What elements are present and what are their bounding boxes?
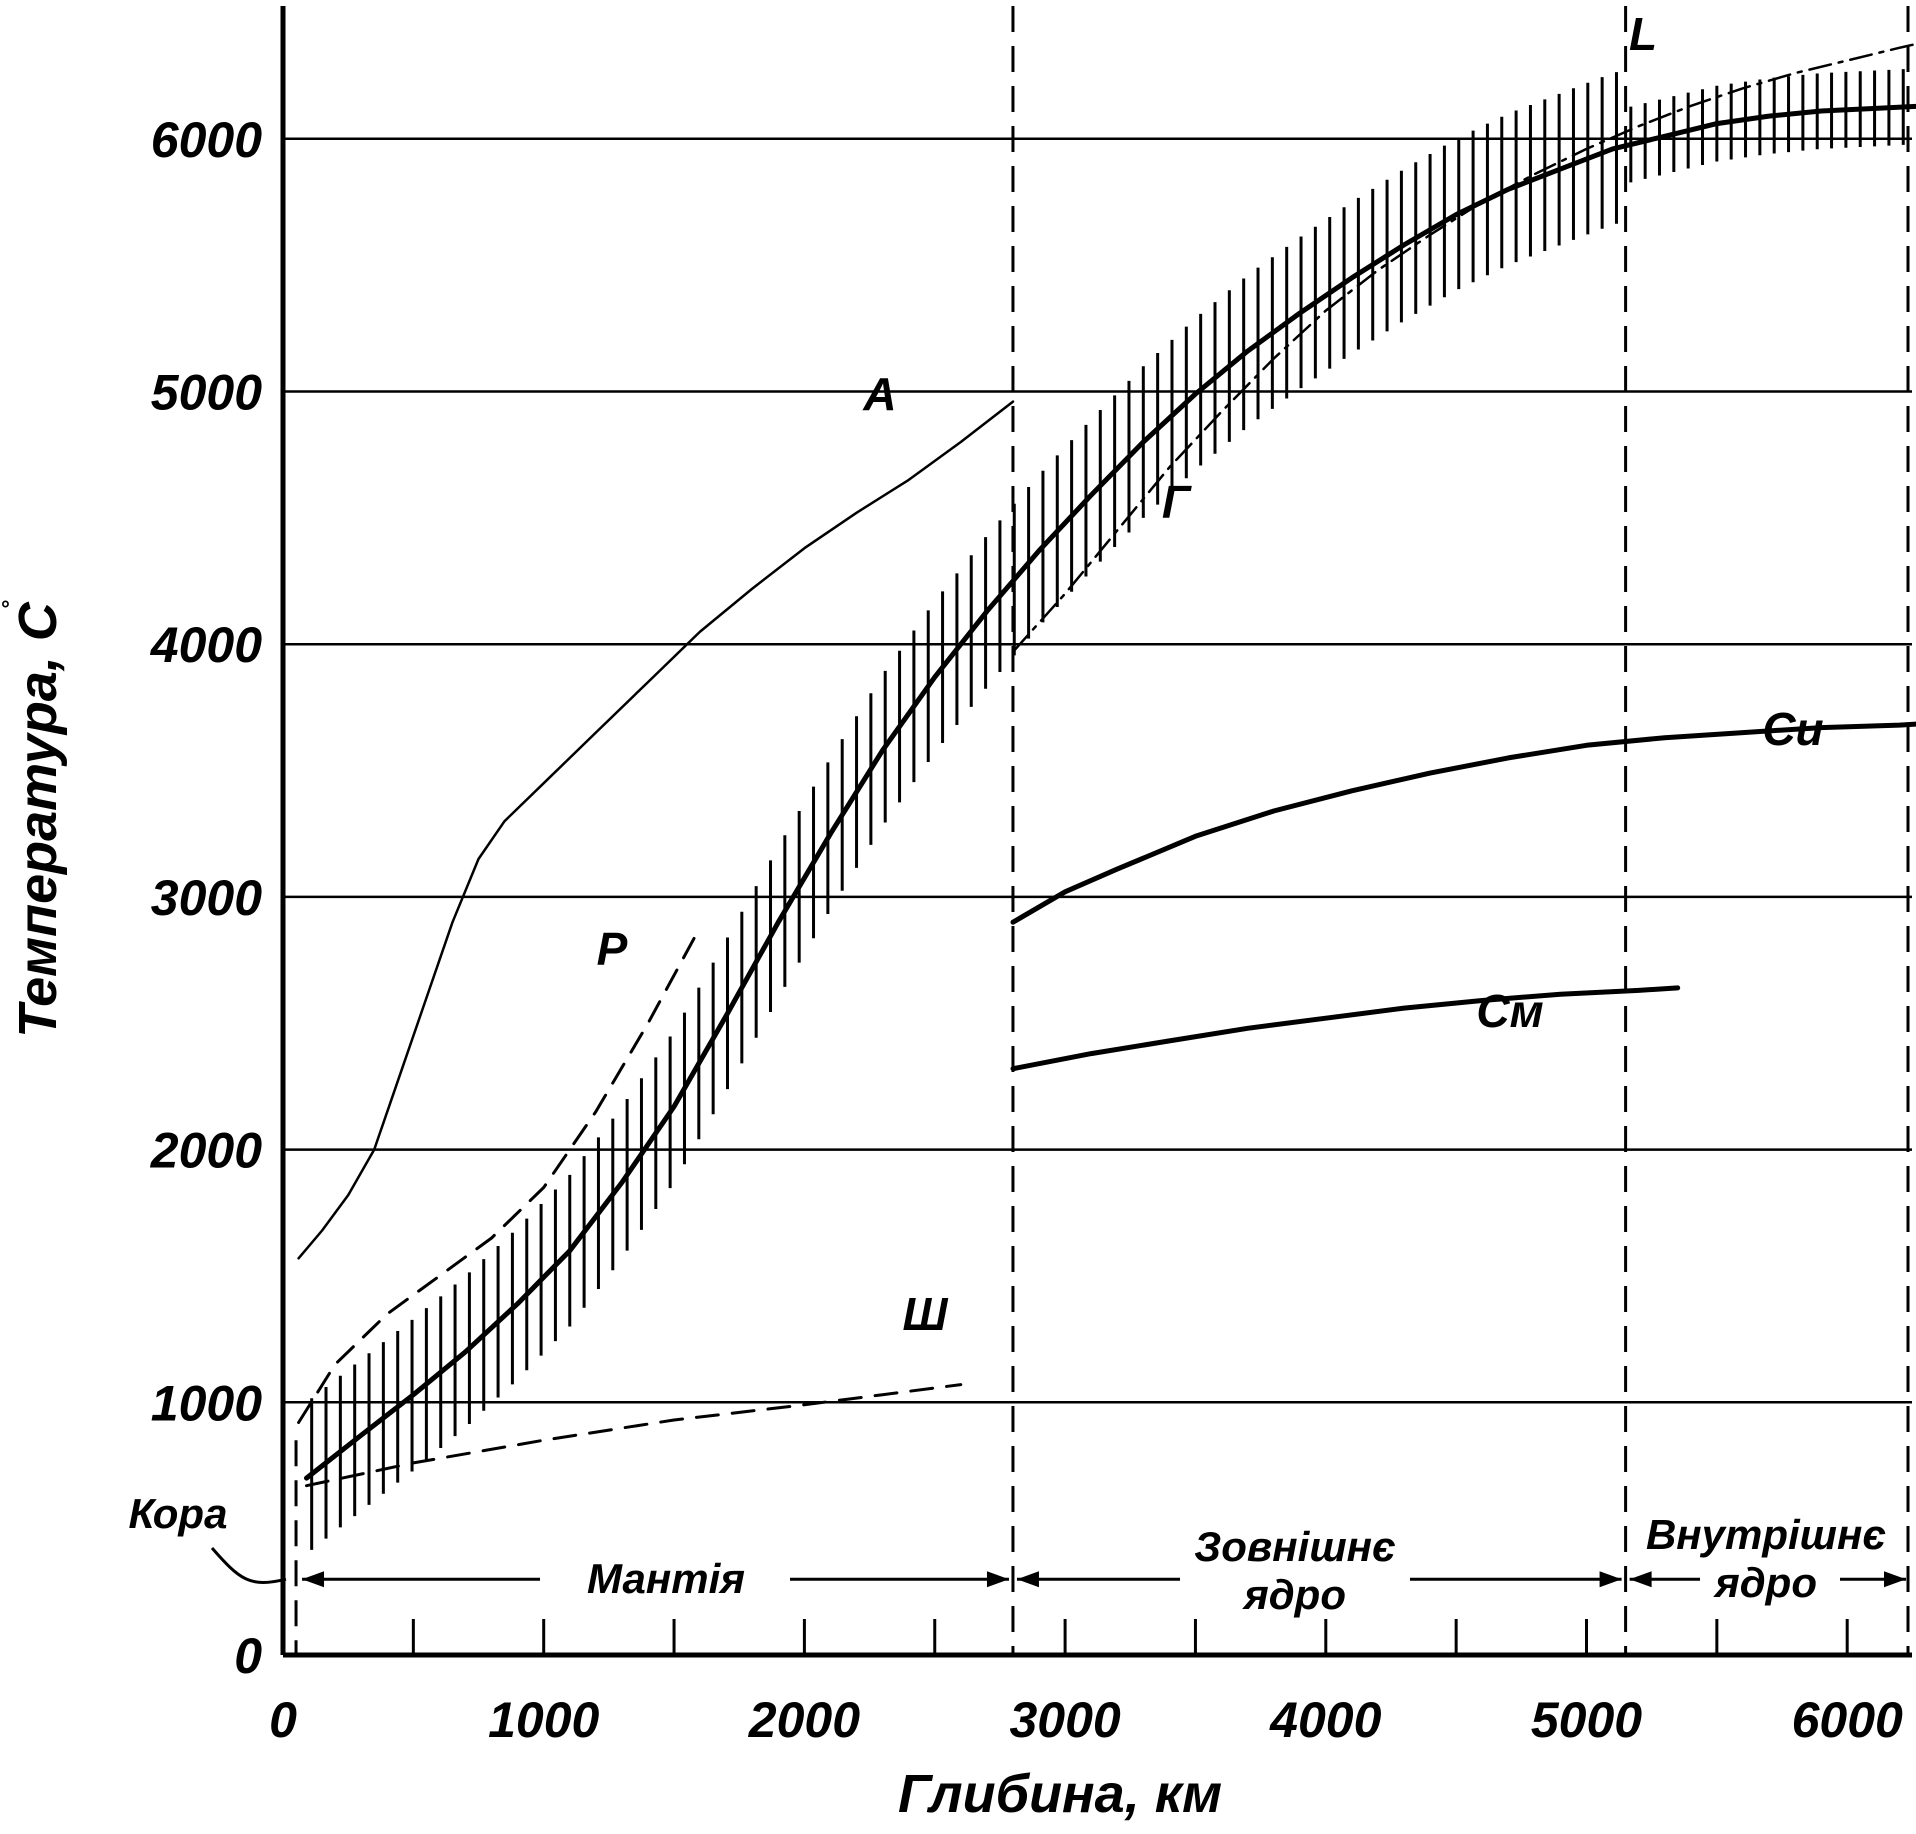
tick-labels: 0 1000 2000 3000 4000 5000 6000 0 1000 2000 3000 40…: [150, 112, 1903, 1748]
inner-core-label-bg: [1700, 1553, 1840, 1606]
mantle-arrow-arrowhead-left: [302, 1571, 325, 1588]
mantle-arrow-arrowhead-right: [986, 1571, 1009, 1588]
curve-label-Г: Г: [1162, 476, 1192, 528]
series-line-Ш: [305, 1383, 963, 1488]
axes: [280, 6, 1912, 1658]
curve-label-Си: Си: [1762, 703, 1823, 755]
mantle-label-bg: [540, 1553, 790, 1606]
y-tick-label-3000: 3000: [151, 870, 262, 926]
curve-label-См: См: [1476, 985, 1543, 1037]
curve-labels: А Р Ш Г L Си См: [597, 8, 1824, 1340]
outer-core-arrow-arrowhead-left: [1016, 1571, 1039, 1588]
y-axis-title: Температура, С: [8, 601, 68, 1038]
region-inner-core-line-0: Внутрішнє: [1646, 1511, 1886, 1558]
grid-lines: [283, 137, 1912, 1404]
y-tick-label-5000: 5000: [151, 365, 262, 421]
outer-core-label-bg: [1180, 1553, 1410, 1606]
y-tick-label-2000: 2000: [150, 1123, 262, 1179]
region-crust: Кора: [129, 1490, 228, 1537]
x-tick-label-2000: 2000: [748, 1692, 860, 1748]
region-outer-core-line-0: Зовнішнє: [1194, 1523, 1395, 1570]
x-tick-label-0: 0: [269, 1692, 297, 1748]
y-axis-degree-mark: °: [0, 596, 9, 621]
curve-label-А: А: [862, 368, 896, 420]
outer-core-arrow-arrowhead-right: [1599, 1571, 1622, 1588]
curve-label-L: L: [1629, 8, 1657, 60]
uncertainty-hatch: [310, 69, 1905, 1550]
x-tick-label-5000: 5000: [1531, 1692, 1642, 1748]
x-tick-label-3000: 3000: [1009, 1692, 1120, 1748]
series-line-См: [1010, 985, 1681, 1072]
crust-pointer: [210, 1547, 287, 1584]
x-tick-label-6000: 6000: [1792, 1692, 1903, 1748]
series-line-Р: [297, 925, 702, 1424]
region-inner-core-line-1: ядро: [1713, 1559, 1817, 1606]
series-line-Г: [1011, 42, 1916, 654]
layer-boundaries: [294, 6, 1910, 1655]
region-mantle-line-0: Мантія: [587, 1555, 745, 1602]
x-tick-label-1000: 1000: [488, 1692, 599, 1748]
y-tick-label-0: 0: [234, 1628, 262, 1684]
curves: [297, 42, 1916, 1488]
curve-label-Ш: Ш: [902, 1288, 948, 1340]
y-tick-label-4000: 4000: [150, 617, 262, 673]
curve-label-Р: Р: [597, 923, 628, 975]
x-tick-label-4000: 4000: [1269, 1692, 1381, 1748]
series-line-А: [297, 400, 1015, 1260]
y-tick-label-1000: 1000: [151, 1375, 262, 1431]
x-axis-title: Глибина, км: [898, 1764, 1222, 1824]
inner-core-arrow-arrowhead-right: [1884, 1571, 1906, 1588]
series-line-Си: [1010, 721, 1916, 925]
region-outer-core-line-1: ядро: [1242, 1571, 1346, 1618]
y-tick-label-6000: 6000: [151, 112, 262, 168]
inner-core-arrow-arrowhead-left: [1629, 1571, 1652, 1588]
series-line-main: [304, 103, 1916, 1481]
